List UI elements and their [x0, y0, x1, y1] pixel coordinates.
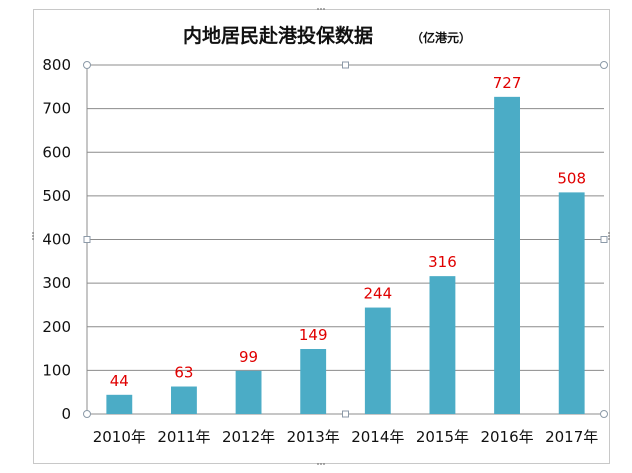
y-tick-label: 300 — [42, 274, 71, 292]
resize-handle[interactable] — [342, 410, 349, 418]
resize-handle[interactable] — [600, 236, 608, 243]
frame-grip[interactable] — [317, 463, 319, 465]
frame-grip[interactable] — [608, 232, 610, 234]
x-tick-label: 2013年 — [287, 428, 340, 446]
x-tick-label: 2014年 — [351, 428, 404, 446]
data-label: 99 — [239, 348, 258, 366]
selection-handles — [32, 8, 610, 465]
bar — [494, 96, 520, 414]
bar — [235, 370, 262, 414]
frame-grip[interactable] — [323, 463, 325, 465]
bar — [364, 307, 391, 414]
y-tick-label: 600 — [42, 143, 71, 161]
resize-handle[interactable] — [83, 410, 91, 418]
data-label: 149 — [299, 326, 328, 344]
resize-handle[interactable] — [600, 61, 608, 69]
data-label: 44 — [110, 372, 129, 390]
bar — [429, 276, 456, 414]
x-tick-label: 2011年 — [157, 428, 210, 446]
y-tick-label: 400 — [42, 231, 71, 249]
resize-handle[interactable] — [342, 61, 349, 69]
y-tick-label: 800 — [42, 56, 71, 74]
resize-handle[interactable] — [83, 61, 91, 69]
bar — [300, 348, 327, 414]
y-tick-label: 0 — [61, 405, 71, 423]
x-tick-label: 2010年 — [93, 428, 146, 446]
x-tick-label: 2017年 — [545, 428, 598, 446]
resize-handle[interactable] — [83, 236, 91, 243]
frame-grip[interactable] — [323, 8, 325, 10]
y-tick-label: 500 — [42, 187, 71, 205]
y-tick-label: 200 — [42, 318, 71, 336]
x-tick-label: 2015年 — [416, 428, 469, 446]
x-tick-label: 2016年 — [480, 428, 533, 446]
frame-grip[interactable] — [317, 8, 319, 10]
bar — [171, 386, 197, 414]
x-tick-label: 2012年 — [222, 428, 275, 446]
frame-grip[interactable] — [32, 238, 34, 240]
frame-grip[interactable] — [32, 235, 34, 237]
x-axis: 2010年 2011年 2012年 2013年 2014年 2015年 2016年 2017年 — [93, 428, 599, 446]
y-tick-label: 700 — [42, 100, 71, 118]
bar — [558, 192, 585, 414]
frame-grip[interactable] — [608, 235, 610, 237]
data-label: 244 — [363, 285, 392, 303]
data-labels: 44 63 99 149 244 316 727 508 — [110, 74, 586, 390]
frame-grip[interactable] — [320, 463, 322, 465]
chart-title: 内地居民赴港投保数据 — [183, 24, 373, 47]
chart-subtitle: （亿港元） — [411, 30, 471, 45]
frame-grip[interactable] — [32, 232, 34, 234]
resize-handle[interactable] — [600, 410, 608, 418]
data-label: 508 — [557, 169, 586, 187]
frame-grip[interactable] — [320, 8, 322, 10]
data-label: 316 — [428, 253, 457, 271]
frame-grip[interactable] — [608, 238, 610, 240]
y-tick-label: 100 — [42, 361, 71, 379]
data-label: 727 — [493, 74, 522, 92]
gridlines — [86, 64, 604, 415]
bar — [106, 394, 133, 414]
bars — [106, 96, 585, 414]
y-axis: 0 100 200 300 400 500 600 700 800 — [42, 56, 71, 423]
data-label: 63 — [174, 364, 193, 382]
